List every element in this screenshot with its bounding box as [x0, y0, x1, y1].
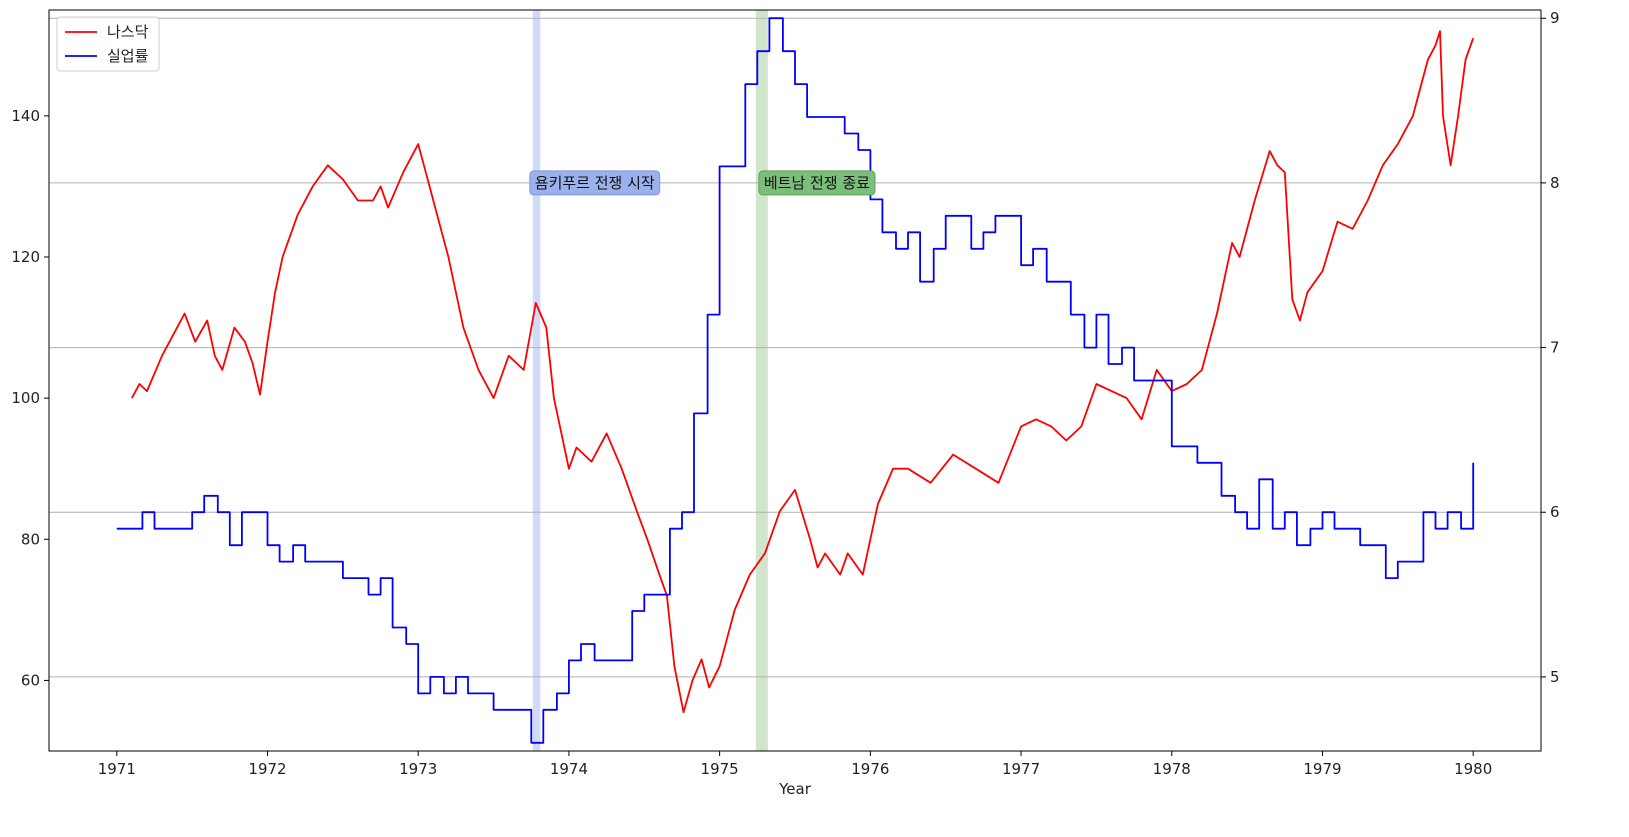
- y-axis-right: 5 6 7 8 9: [1541, 9, 1560, 686]
- x-tick-label: 1977: [1002, 760, 1040, 778]
- y-axis-left: 60 80 100 120 140: [11, 107, 49, 689]
- y-tick-label: 80: [21, 530, 40, 548]
- x-tick-label: 1975: [701, 760, 739, 778]
- x-tick-label: 1974: [550, 760, 588, 778]
- unemployment-series-line: [116, 17, 1475, 744]
- y-tick-label: 100: [11, 389, 40, 407]
- legend-box: [56, 16, 160, 72]
- y2-tick-label: 5: [1550, 668, 1560, 686]
- nasdaq-series-line: [131, 30, 1475, 714]
- x-tick-label: 1976: [851, 760, 889, 778]
- annotation-1: 베트남 전쟁 종료: [758, 170, 876, 196]
- x-tick-label: 1980: [1454, 760, 1492, 778]
- x-axis: 1971 1972 1973 1974 1975 1976 1977 1978 1979 1980: [98, 751, 1492, 778]
- annotation-text: 베트남 전쟁 종료: [764, 174, 870, 192]
- y-tick-label: 120: [11, 248, 40, 266]
- highlight-span-0: [532, 10, 541, 751]
- legend-label-1: 실업률: [107, 47, 149, 65]
- y2-tick-label: 9: [1550, 9, 1560, 27]
- annotation-text: 욤키푸르 전쟁 시작: [535, 174, 655, 192]
- y-tick-label: 60: [21, 671, 40, 689]
- x-tick-label: 1973: [399, 760, 437, 778]
- x-tick-label: 1972: [248, 760, 286, 778]
- annotation-0: 욤키푸르 전쟁 시작: [529, 170, 661, 196]
- annotation-box: [529, 170, 661, 196]
- plot-frame: [48, 9, 1542, 752]
- y2-tick-label: 6: [1550, 503, 1560, 521]
- x-tick-label: 1978: [1153, 760, 1191, 778]
- x-tick-label: 1971: [98, 760, 136, 778]
- y2-tick-label: 7: [1550, 339, 1560, 357]
- y-tick-label: 140: [11, 107, 40, 125]
- y2-tick-label: 8: [1550, 174, 1560, 192]
- x-tick-label: 1979: [1303, 760, 1341, 778]
- highlight-span-1: [755, 10, 768, 751]
- annotation-box: [758, 170, 876, 196]
- legend-label-0: 나스닥: [107, 23, 149, 41]
- annotations: 욤키푸르 전쟁 시작 베트남 전쟁 종료: [529, 170, 876, 196]
- x-axis-title: Year: [778, 780, 812, 798]
- series-lines: [116, 17, 1475, 744]
